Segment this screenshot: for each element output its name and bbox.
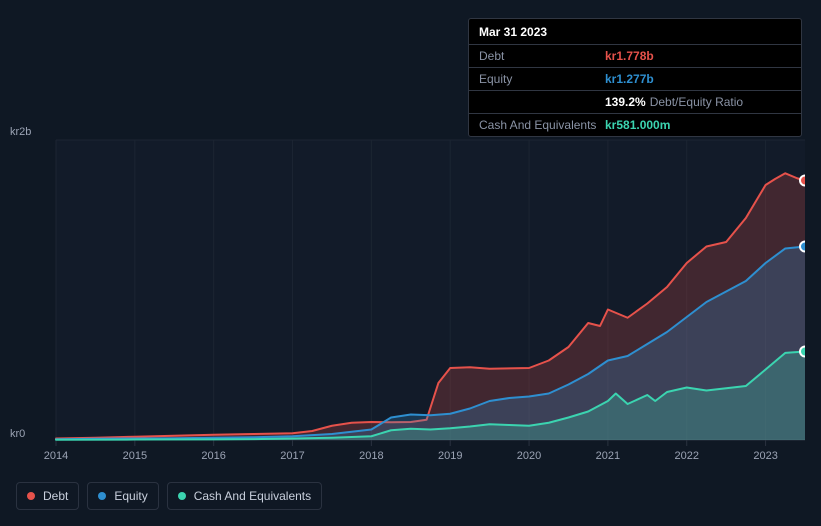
- legend-item[interactable]: Equity: [87, 482, 158, 510]
- legend-dot-icon: [178, 492, 186, 500]
- tooltip-row-label: Equity: [479, 72, 605, 86]
- legend-label: Debt: [43, 489, 68, 503]
- x-tick: 2021: [596, 450, 620, 462]
- x-axis: 2014 2015 2016 2017 2018 2019 2020 2021 2022 2023: [16, 450, 805, 466]
- x-tick: 2022: [674, 450, 698, 462]
- tooltip-row: Cash And Equivalentskr581.000m: [469, 114, 801, 136]
- legend-item[interactable]: Debt: [16, 482, 79, 510]
- x-tick: 2023: [753, 450, 777, 462]
- tooltip-row-value: kr581.000m: [605, 118, 670, 132]
- chart-area[interactable]: [16, 125, 805, 465]
- tooltip-row: Equitykr1.277b: [469, 68, 801, 91]
- legend-item[interactable]: Cash And Equivalents: [167, 482, 322, 510]
- tooltip-row-label: Cash And Equivalents: [479, 118, 605, 132]
- tooltip-row-value: 139.2%Debt/Equity Ratio: [605, 95, 743, 109]
- legend-label: Equity: [114, 489, 147, 503]
- legend-dot-icon: [27, 492, 35, 500]
- x-tick: 2015: [123, 450, 147, 462]
- legend-dot-icon: [98, 492, 106, 500]
- tooltip-row-label: Debt: [479, 49, 605, 63]
- legend-label: Cash And Equivalents: [194, 489, 311, 503]
- tooltip-row-value: kr1.277b: [605, 72, 654, 86]
- tooltip-row-label: [479, 95, 605, 109]
- x-tick: 2016: [201, 450, 225, 462]
- x-tick: 2017: [280, 450, 304, 462]
- x-tick: 2018: [359, 450, 383, 462]
- x-tick: 2014: [44, 450, 68, 462]
- line-area-chart: [16, 125, 805, 465]
- legend: Debt Equity Cash And Equivalents: [16, 482, 322, 510]
- x-tick: 2020: [517, 450, 541, 462]
- tooltip-row: Debtkr1.778b: [469, 45, 801, 68]
- chart-tooltip: Mar 31 2023 Debtkr1.778bEquitykr1.277b13…: [468, 18, 802, 137]
- x-tick: 2019: [438, 450, 462, 462]
- tooltip-date: Mar 31 2023: [469, 19, 801, 45]
- tooltip-row-value: kr1.778b: [605, 49, 654, 63]
- tooltip-row: 139.2%Debt/Equity Ratio: [469, 91, 801, 114]
